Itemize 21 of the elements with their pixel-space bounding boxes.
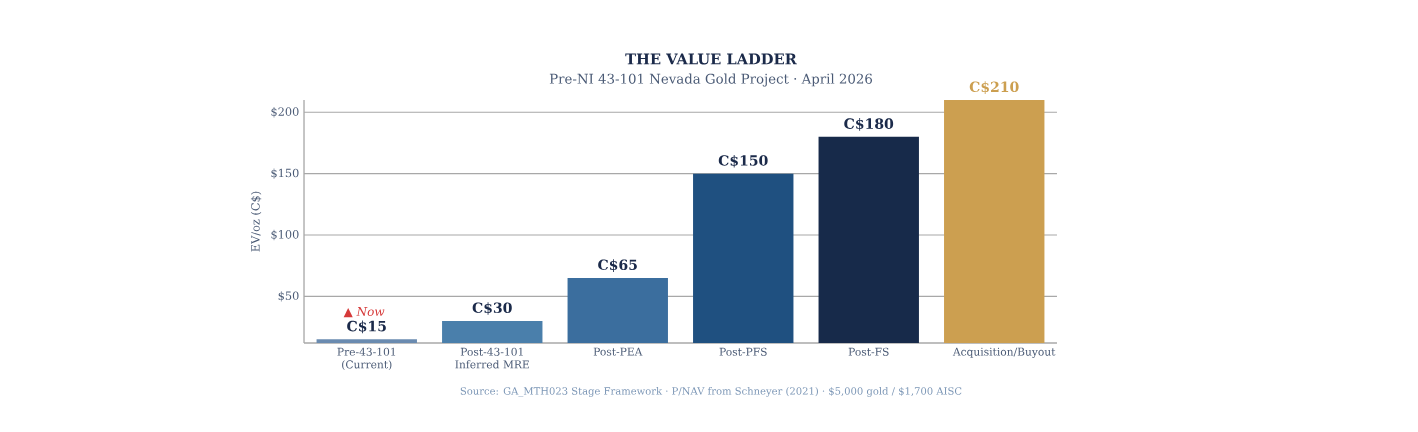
source-note: Source: GA_MTH023 Stage Framework · P/NAV from Schneyer (2021) · $5,000 gold / $1,700 AISC — [460, 387, 962, 397]
data-label: C$210 — [969, 81, 1019, 94]
chart-subtitle: Pre-NI 43-101 Nevada Gold Project · April 2026 — [549, 73, 873, 87]
x-tick-label: Acquisition/Buyout — [952, 347, 1056, 358]
data-label: C$15 — [347, 320, 386, 334]
y-axis-title: EV/oz (C$) — [250, 191, 262, 252]
data-label: C$180 — [844, 118, 894, 131]
x-tick-label: Post-PFS — [719, 347, 767, 356]
data-label: C$65 — [598, 259, 637, 272]
y-tick-label: $50 — [278, 291, 299, 302]
x-tick-label: Post-PEA — [593, 347, 643, 356]
x-tick-label: Post-FS — [848, 347, 889, 356]
x-tick-label: Post-43-101 Inferred MRE — [455, 347, 529, 369]
annotation: ▲ Now — [343, 307, 385, 318]
data-label: C$150 — [718, 154, 768, 168]
x-tick-label: Pre-43-101 (Current) — [337, 347, 396, 370]
y-tick-label: $200 — [271, 107, 299, 118]
chart-title: THE VALUE LADDER — [625, 53, 797, 65]
y-tick-label: $100 — [271, 229, 299, 241]
y-tick-label: $150 — [271, 168, 299, 179]
data-label: C$30 — [472, 302, 512, 315]
